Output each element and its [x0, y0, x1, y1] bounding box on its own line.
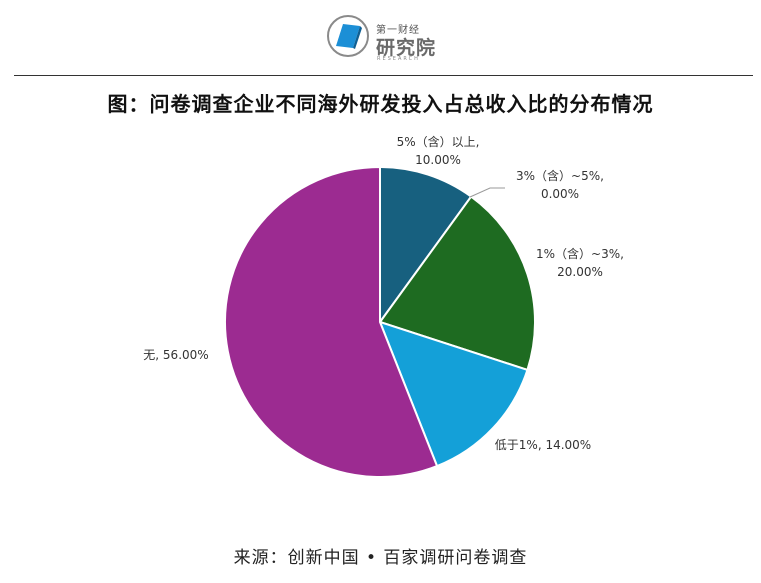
label-5-percent-plus: 5%（含）以上, 10.00%: [397, 134, 480, 167]
pie-slice-none: [224, 165, 439, 478]
logo-main-text: 研究院: [376, 37, 437, 59]
pie-slice-1-to-3-percent: [378, 195, 536, 372]
label-below-1-percent: 低于1%, 14.00%: [495, 438, 591, 452]
research-logo: 第一财经 研究院 RESEARCH: [326, 10, 446, 62]
label-3-to-5-percent: 3%（含）~5%, 0.00%: [516, 168, 604, 201]
logo-mark-icon: [327, 15, 369, 57]
label-none: 无, 56.00%: [143, 348, 208, 362]
logo-english-text: RESEARCH: [377, 56, 420, 62]
pie-slice-5-percent-plus: [379, 165, 473, 326]
chart-title: 图：问卷调查企业不同海外研发投入占总收入比的分布情况: [107, 92, 654, 116]
pie-slice-below-1-percent: [378, 320, 529, 468]
label-leader-line: [469, 187, 505, 198]
logo-small-text: 第一财经: [376, 25, 420, 36]
label-1-to-3-percent: 1%（含）~3%, 20.00%: [536, 246, 624, 279]
source-note: 来源：创新中国 • 百家调研问卷调查: [233, 548, 528, 568]
header-divider: [14, 75, 753, 76]
